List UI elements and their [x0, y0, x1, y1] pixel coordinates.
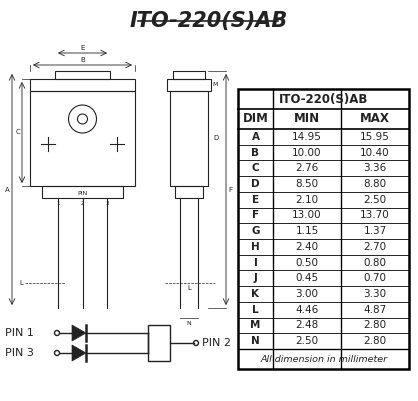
Text: F: F — [252, 211, 259, 221]
Text: 2.50: 2.50 — [363, 195, 387, 205]
Text: N: N — [251, 336, 260, 346]
Text: N: N — [186, 321, 191, 326]
Bar — [30, 91, 135, 186]
Text: 1: 1 — [56, 201, 60, 206]
Text: E: E — [252, 195, 259, 205]
Text: 2.10: 2.10 — [296, 195, 319, 205]
Text: 0.80: 0.80 — [364, 257, 387, 267]
Text: ITO-220(S)AB: ITO-220(S)AB — [130, 11, 288, 31]
Bar — [238, 89, 409, 369]
Text: A: A — [252, 132, 260, 142]
Text: K: K — [252, 289, 260, 299]
Text: All dimension in millimeter: All dimension in millimeter — [260, 354, 387, 363]
Text: 2.48: 2.48 — [296, 320, 319, 330]
Text: MAX: MAX — [360, 113, 390, 126]
Text: 3.36: 3.36 — [363, 163, 387, 173]
Text: C: C — [252, 163, 259, 173]
Bar — [170, 91, 208, 186]
Text: 1.15: 1.15 — [296, 226, 319, 236]
Text: 10.00: 10.00 — [292, 148, 322, 158]
Text: 8.80: 8.80 — [363, 179, 387, 189]
Text: 15.95: 15.95 — [360, 132, 390, 142]
Text: 14.95: 14.95 — [292, 132, 322, 142]
Text: L: L — [187, 285, 191, 291]
Text: B: B — [80, 57, 85, 63]
Text: 2: 2 — [81, 201, 84, 206]
Text: PIN 1: PIN 1 — [5, 328, 34, 338]
Bar — [167, 79, 211, 91]
Text: A: A — [5, 186, 10, 192]
Text: L: L — [19, 280, 23, 286]
Text: PIN 3: PIN 3 — [5, 348, 34, 358]
Text: M: M — [250, 320, 261, 330]
Bar — [55, 71, 110, 79]
Text: 2.40: 2.40 — [296, 242, 319, 252]
Text: 0.50: 0.50 — [296, 257, 319, 267]
Text: E: E — [80, 45, 85, 51]
Bar — [148, 325, 170, 361]
Text: 2.70: 2.70 — [363, 242, 387, 252]
Text: 2.80: 2.80 — [363, 320, 387, 330]
Text: M: M — [212, 83, 217, 87]
Text: 1.37: 1.37 — [363, 226, 387, 236]
Text: PIN: PIN — [77, 191, 88, 196]
Text: 8.50: 8.50 — [296, 179, 319, 189]
Text: 13.70: 13.70 — [360, 211, 390, 221]
Bar — [173, 71, 205, 79]
Text: 3: 3 — [105, 201, 109, 206]
Text: 2.76: 2.76 — [296, 163, 319, 173]
Text: 3.00: 3.00 — [296, 289, 319, 299]
Bar — [42, 186, 123, 198]
Bar — [175, 186, 203, 198]
Text: F: F — [228, 186, 232, 192]
Text: 0.45: 0.45 — [296, 273, 319, 283]
Text: D: D — [251, 179, 260, 189]
Text: 4.87: 4.87 — [363, 305, 387, 315]
Text: MIN: MIN — [294, 113, 320, 126]
Text: ITO-220(S)AB: ITO-220(S)AB — [279, 93, 368, 105]
Text: C: C — [15, 130, 20, 136]
Text: H: H — [251, 242, 260, 252]
Text: 13.00: 13.00 — [292, 211, 322, 221]
Text: 10.40: 10.40 — [360, 148, 390, 158]
Bar — [30, 79, 135, 91]
Text: DIM: DIM — [242, 113, 268, 126]
Text: 4.46: 4.46 — [296, 305, 319, 315]
Text: PIN 2: PIN 2 — [202, 338, 231, 348]
Text: G: G — [251, 226, 260, 236]
Text: 0.70: 0.70 — [364, 273, 387, 283]
Text: D: D — [213, 136, 218, 142]
Text: L: L — [252, 305, 259, 315]
Polygon shape — [72, 325, 86, 341]
Text: 3.30: 3.30 — [363, 289, 387, 299]
Polygon shape — [72, 345, 86, 361]
Text: J: J — [254, 273, 257, 283]
Text: 2.80: 2.80 — [363, 336, 387, 346]
Text: B: B — [252, 148, 260, 158]
Text: I: I — [254, 257, 257, 267]
Text: 2.50: 2.50 — [296, 336, 319, 346]
